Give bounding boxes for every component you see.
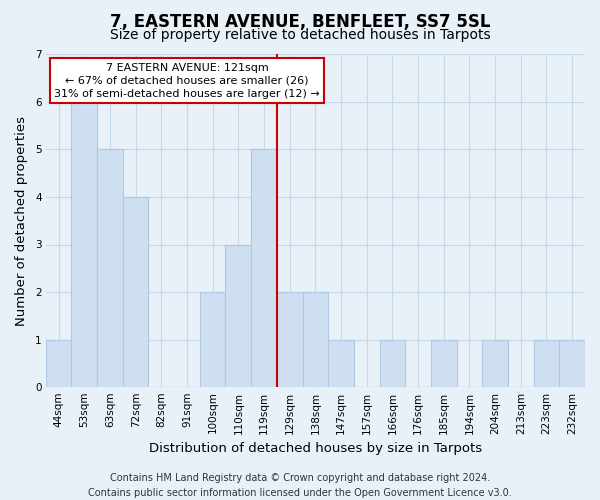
Bar (559, 340, 585, 388)
X-axis label: Distribution of detached houses by size in Tarpots: Distribution of detached houses by size … (149, 442, 482, 455)
Bar (482, 340, 508, 388)
Bar (251, 149, 277, 388)
Text: Size of property relative to detached houses in Tarpots: Size of property relative to detached ho… (110, 28, 490, 42)
Text: 7, EASTERN AVENUE, BENFLEET, SS7 5SL: 7, EASTERN AVENUE, BENFLEET, SS7 5SL (110, 12, 490, 30)
Text: 7 EASTERN AVENUE: 121sqm
← 67% of detached houses are smaller (26)
31% of semi-d: 7 EASTERN AVENUE: 121sqm ← 67% of detach… (54, 62, 320, 99)
Bar (328, 340, 354, 388)
Bar (97, 149, 123, 388)
Bar (71, 102, 97, 388)
Bar (380, 340, 405, 388)
Bar (46, 340, 71, 388)
Bar (533, 340, 559, 388)
Text: Contains HM Land Registry data © Crown copyright and database right 2024.
Contai: Contains HM Land Registry data © Crown c… (88, 472, 512, 498)
Bar (277, 292, 302, 388)
Bar (123, 197, 148, 388)
Bar (226, 244, 251, 388)
Bar (200, 292, 226, 388)
Y-axis label: Number of detached properties: Number of detached properties (15, 116, 28, 326)
Bar (302, 292, 328, 388)
Bar (431, 340, 457, 388)
